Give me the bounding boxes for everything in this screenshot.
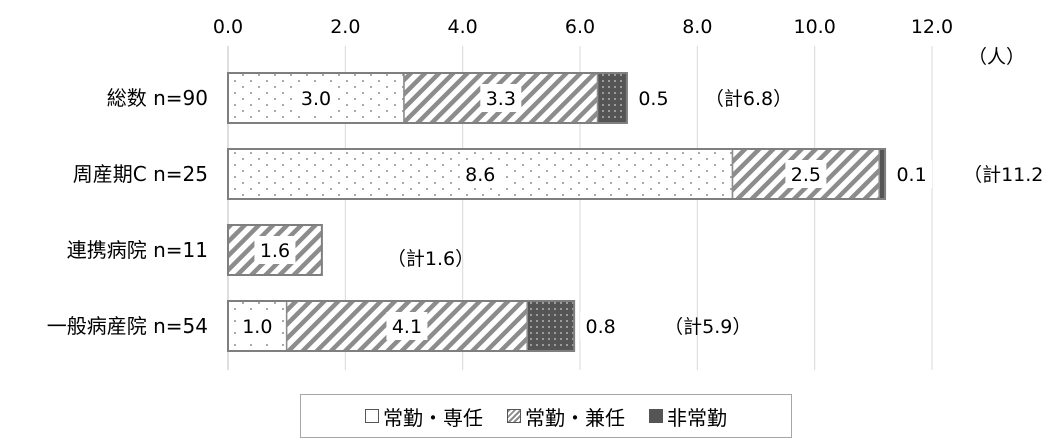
legend-label: 常勤・兼任 [525,405,625,430]
category-label: 周産期C n=25 [73,162,208,186]
data-label-bg [785,160,827,188]
legend-label: 常勤・専任 [383,405,483,430]
data-label-bg [254,236,296,264]
total-label: （計11.2） [963,164,1043,186]
data-label-text: 1.6 [260,240,290,262]
data-label-text: 0.5 [638,88,668,110]
data-label-text: 3.3 [486,88,516,110]
bar-outline [227,224,323,276]
data-label-bg [480,84,522,112]
bar-outline [227,300,576,352]
data-label: 3.0 [295,84,337,112]
bar-segment [526,300,575,352]
x-tick-label: 4.0 [448,16,478,38]
x-tick-label: 2.0 [330,16,360,38]
data-label: 0.5 [632,84,674,112]
x-tick-label: 10.0 [794,16,836,38]
legend-item-fulltime-dedicated: 常勤・専任 [365,402,483,431]
data-label: 2.5 [785,160,827,188]
data-label-bg [386,312,428,340]
data-label-bg [459,160,501,188]
data-label-bg [580,312,622,340]
bar-outline [227,148,887,200]
bar-chart: 0.0 2.0 4.0 6.0 8.0 10.0 12.0 （人） 総数 n=90 周産期C … [47,16,1043,370]
x-tick-label: 0.0 [213,16,243,38]
data-label: 1.6 [254,236,296,264]
data-label-bg [236,312,278,340]
total-label: （計1.6） [387,248,474,270]
legend-label: 非常勤 [667,405,727,430]
legend-item-fulltime-concurrent: 常勤・兼任 [507,402,625,431]
data-label-text: 0.8 [586,316,616,338]
data-label-bg [891,160,933,188]
data-label: 1.0 [236,312,278,340]
bar-segment [596,72,628,124]
data-label-text: 3.0 [301,88,331,110]
total-label: （計6.8） [705,88,792,110]
category-label: 総数 n=90 [107,86,208,110]
data-label-text: 1.0 [242,316,272,338]
white-square-icon [365,409,379,423]
total-label: （計5.9） [664,316,751,338]
data-label-text: 0.1 [896,164,926,186]
data-label-text: 4.1 [392,316,422,338]
category-label: 一般病産院 n=54 [47,314,208,338]
legend-item-parttime: 非常勤 [649,402,727,431]
data-label: 0.8 [580,312,622,340]
hatched-square-icon [507,409,521,423]
data-label: 3.3 [480,84,522,112]
data-label: 8.6 [459,160,501,188]
bar-outline [227,72,628,124]
x-tick-label: 8.0 [682,16,712,38]
legend: 常勤・専任 常勤・兼任 非常勤 [300,394,792,438]
unit-label: （人） [968,46,1025,68]
data-label-text: 8.6 [465,164,495,186]
x-tick-label: 12.0 [911,16,953,38]
data-label-text: 2.5 [791,164,821,186]
x-tick-label: 6.0 [565,16,595,38]
data-label: 0.1 [891,160,933,188]
data-label-bg [632,84,674,112]
category-label: 連携病院 n=11 [67,238,208,262]
data-label: 4.1 [386,312,428,340]
dark-square-icon [649,409,663,423]
data-label-bg [295,84,337,112]
